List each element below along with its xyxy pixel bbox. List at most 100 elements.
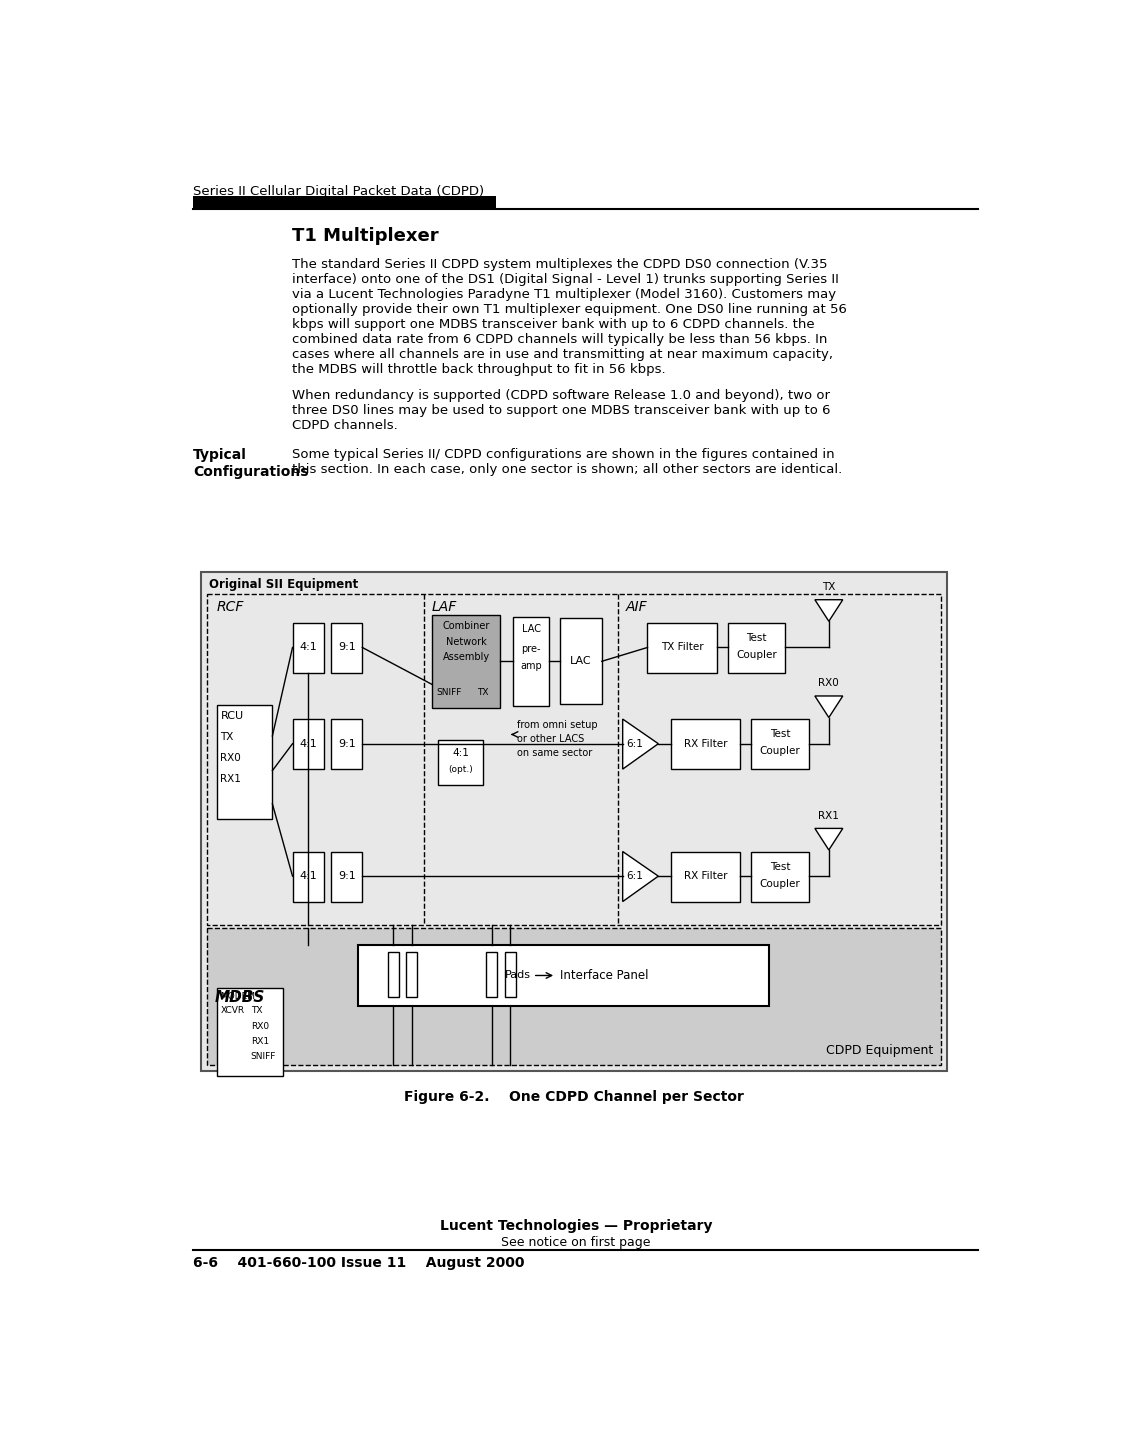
Text: kbps will support one MDBS transceiver bank with up to 6 CDPD channels. the: kbps will support one MDBS transceiver b… <box>291 317 814 330</box>
Text: TX: TX <box>251 1007 262 1015</box>
Text: 9:1: 9:1 <box>338 642 356 652</box>
Text: the MDBS will throttle back throughput to fit in 56 kbps.: the MDBS will throttle back throughput t… <box>291 363 665 376</box>
Text: RX0: RX0 <box>251 1021 269 1031</box>
Text: RCU: RCU <box>220 711 244 721</box>
Text: Network: Network <box>446 636 486 646</box>
Text: from omni setup: from omni setup <box>518 719 597 729</box>
Text: The standard Series II CDPD system multiplexes the CDPD DS0 connection (V.35: The standard Series II CDPD system multi… <box>291 257 827 270</box>
Text: 6:1: 6:1 <box>627 739 644 749</box>
Text: RX1: RX1 <box>251 1037 269 1047</box>
FancyBboxPatch shape <box>752 719 809 769</box>
Text: Coupler: Coupler <box>759 746 800 756</box>
FancyBboxPatch shape <box>331 623 362 674</box>
Polygon shape <box>622 851 658 901</box>
FancyBboxPatch shape <box>292 719 324 769</box>
Text: interface) onto one of the DS1 (Digital Signal - Level 1) trunks supporting Seri: interface) onto one of the DS1 (Digital … <box>291 273 838 286</box>
Text: 9:1: 9:1 <box>338 871 356 881</box>
FancyBboxPatch shape <box>648 623 718 674</box>
Text: 4:1: 4:1 <box>299 871 317 881</box>
FancyBboxPatch shape <box>359 945 770 1007</box>
Text: combined data rate from 6 CDPD channels will typically be less than 56 kbps. In: combined data rate from 6 CDPD channels … <box>291 333 827 346</box>
FancyBboxPatch shape <box>752 851 809 901</box>
Text: amp: amp <box>521 661 542 671</box>
Text: LAF: LAF <box>432 599 457 613</box>
Text: TX: TX <box>220 732 234 742</box>
Text: RX Filter: RX Filter <box>684 739 728 749</box>
Text: MDBS: MDBS <box>215 990 266 1005</box>
Text: cases where all channels are in use and transmitting at near maximum capacity,: cases where all channels are in use and … <box>291 347 832 360</box>
Text: TX: TX <box>477 688 488 698</box>
Text: See notice on first page: See notice on first page <box>502 1236 651 1248</box>
Text: Typical: Typical <box>193 448 248 462</box>
Text: SNIFF: SNIFF <box>435 688 461 698</box>
FancyBboxPatch shape <box>201 572 947 1071</box>
Text: Coupler: Coupler <box>759 879 800 889</box>
FancyBboxPatch shape <box>505 952 515 997</box>
FancyBboxPatch shape <box>292 851 324 901</box>
FancyBboxPatch shape <box>331 851 362 901</box>
Text: Series II Cellular Digital Packet Data (CDPD): Series II Cellular Digital Packet Data (… <box>193 186 485 199</box>
Text: XCVR: XCVR <box>220 1007 244 1015</box>
Text: 6-6    401-660-100 Issue 11    August 2000: 6-6 401-660-100 Issue 11 August 2000 <box>193 1256 525 1270</box>
FancyBboxPatch shape <box>406 952 417 997</box>
Text: Combiner: Combiner <box>442 621 489 631</box>
FancyBboxPatch shape <box>207 593 942 925</box>
Text: Some typical Series II/ CDPD configurations are shown in the figures contained i: Some typical Series II/ CDPD configurati… <box>291 448 835 460</box>
Text: Test: Test <box>747 633 767 644</box>
FancyBboxPatch shape <box>670 851 740 901</box>
Text: this section. In each case, only one sector is shown; all other sectors are iden: this section. In each case, only one sec… <box>291 463 842 476</box>
FancyBboxPatch shape <box>193 196 496 209</box>
Text: Test: Test <box>770 862 790 872</box>
Text: three DS0 lines may be used to support one MDBS transceiver bank with up to 6: three DS0 lines may be used to support o… <box>291 403 830 416</box>
Text: optionally provide their own T1 multiplexer equipment. One DS0 line running at 5: optionally provide their own T1 multiple… <box>291 303 847 316</box>
Text: RCF: RCF <box>217 599 244 613</box>
FancyBboxPatch shape <box>486 952 497 997</box>
Text: on same sector: on same sector <box>518 748 593 758</box>
Text: LAC: LAC <box>570 656 592 666</box>
Text: AIF: AIF <box>626 599 647 613</box>
Text: 4:1: 4:1 <box>299 739 317 749</box>
Text: 6:1: 6:1 <box>627 871 644 881</box>
FancyBboxPatch shape <box>728 623 785 674</box>
Text: pre-: pre- <box>522 644 541 654</box>
Text: Figure 6-2.    One CDPD Channel per Sector: Figure 6-2. One CDPD Channel per Sector <box>404 1090 744 1104</box>
Text: CDPD channels.: CDPD channels. <box>291 419 397 432</box>
Text: Original SII Equipment: Original SII Equipment <box>209 578 358 591</box>
Text: MODEM: MODEM <box>220 991 255 1001</box>
Text: or other LACS: or other LACS <box>518 734 585 744</box>
FancyBboxPatch shape <box>217 705 272 819</box>
FancyBboxPatch shape <box>331 719 362 769</box>
Text: RX0: RX0 <box>819 678 839 688</box>
Text: Lucent Technologies — Proprietary: Lucent Technologies — Proprietary <box>440 1218 712 1233</box>
FancyBboxPatch shape <box>670 719 740 769</box>
Polygon shape <box>814 828 843 849</box>
FancyBboxPatch shape <box>513 616 549 706</box>
Text: SNIFF: SNIFF <box>251 1052 276 1061</box>
Text: (opt.): (opt.) <box>449 765 474 774</box>
Text: RX1: RX1 <box>220 774 242 784</box>
Text: Coupler: Coupler <box>737 651 777 661</box>
Text: 9:1: 9:1 <box>338 739 356 749</box>
Text: When redundancy is supported (CDPD software Release 1.0 and beyond), two or: When redundancy is supported (CDPD softw… <box>291 389 830 402</box>
FancyBboxPatch shape <box>560 618 602 705</box>
FancyBboxPatch shape <box>207 928 942 1065</box>
Text: Configurations: Configurations <box>193 465 309 479</box>
Text: RX Filter: RX Filter <box>684 871 728 881</box>
Text: LAC: LAC <box>522 625 541 635</box>
Text: 4:1: 4:1 <box>452 748 469 758</box>
FancyBboxPatch shape <box>439 739 483 785</box>
Text: Assembly: Assembly <box>442 652 489 662</box>
Text: TX Filter: TX Filter <box>662 642 703 652</box>
Text: via a Lucent Technologies Paradyne T1 multiplexer (Model 3160). Customers may: via a Lucent Technologies Paradyne T1 mu… <box>291 287 836 300</box>
Text: T1 Multiplexer: T1 Multiplexer <box>291 227 439 245</box>
FancyBboxPatch shape <box>388 952 398 997</box>
Text: Interface Panel: Interface Panel <box>560 970 648 982</box>
FancyBboxPatch shape <box>217 988 284 1077</box>
Text: Pads: Pads <box>504 971 531 981</box>
Text: RX0: RX0 <box>220 754 241 764</box>
Text: 4:1: 4:1 <box>299 642 317 652</box>
Text: Test: Test <box>770 729 790 739</box>
FancyBboxPatch shape <box>432 615 501 708</box>
Text: CDPD Equipment: CDPD Equipment <box>826 1044 934 1057</box>
Polygon shape <box>814 696 843 718</box>
